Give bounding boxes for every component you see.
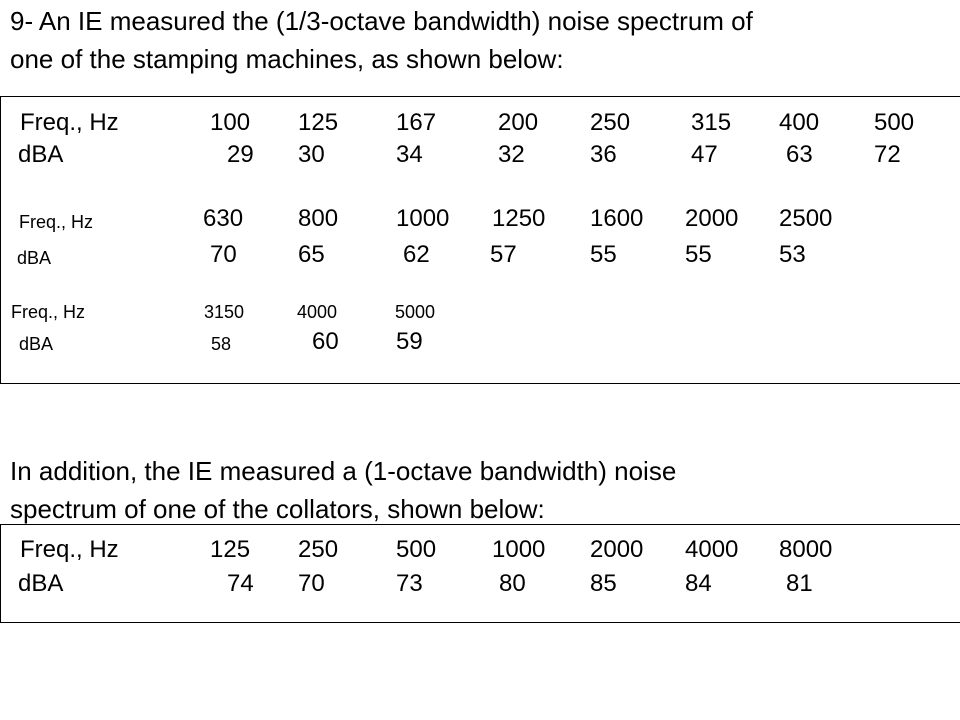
dba-value: 32 [498, 141, 525, 168]
dba-value: 60 [312, 328, 339, 355]
freq-value: 250 [298, 536, 339, 563]
freq-value: 1600 [590, 205, 644, 232]
freq-value: 1250 [492, 205, 546, 232]
freq-value: 5000 [395, 302, 436, 322]
freq-value: 125 [298, 109, 339, 136]
dba-value: 80 [499, 570, 526, 597]
intro-line-2: one of the stamping machines, as shown b… [10, 44, 564, 74]
freq-value: 125 [210, 536, 251, 563]
dba-value: 55 [590, 241, 617, 268]
freq-value: 2000 [685, 205, 739, 232]
freq-value: 3150 [204, 302, 245, 322]
dba-value: 34 [396, 141, 423, 168]
dba-value: 57 [490, 241, 517, 268]
freq-value: 1000 [396, 205, 450, 232]
dba-value: 81 [786, 570, 813, 597]
dba-value: 36 [590, 141, 617, 168]
dba-value: 47 [691, 141, 718, 168]
freq-row-label: Freq., Hz [19, 212, 94, 232]
freq-value: 200 [498, 109, 539, 136]
freq-value: 2000 [590, 536, 644, 563]
dba-value: 29 [227, 141, 254, 168]
dba-row-label: dBA [17, 248, 52, 268]
dba-value: 62 [403, 241, 430, 268]
dba-value: 58 [211, 334, 232, 354]
collator-spectrum-table: Freq., Hz 125 250 500 1000 2000 4000 800… [0, 524, 960, 623]
freq-value: 500 [874, 109, 915, 136]
dba-value: 63 [786, 141, 813, 168]
dba-row-label: dBA [19, 334, 54, 354]
dba-value: 30 [298, 141, 325, 168]
freq-row-label: Freq., Hz [11, 302, 86, 322]
freq-value: 4000 [297, 302, 338, 322]
stamping-spectrum-table: Freq., Hz 100 125 167 200 250 315 400 50… [0, 96, 960, 384]
addition-line-1: In addition, the IE measured a (1-octave… [10, 456, 677, 486]
dba-value: 73 [396, 570, 423, 597]
freq-value: 4000 [685, 536, 739, 563]
dba-value: 55 [685, 241, 712, 268]
freq-value: 630 [203, 205, 244, 232]
freq-value: 400 [779, 109, 820, 136]
freq-value: 250 [590, 109, 631, 136]
dba-value: 53 [779, 241, 806, 268]
dba-value: 84 [685, 570, 712, 597]
dba-value: 70 [298, 570, 325, 597]
dba-value: 70 [210, 241, 237, 268]
addition-line-2: spectrum of one of the collators, shown … [10, 494, 545, 524]
intro-line-1: 9- An IE measured the (1/3-octave bandwi… [10, 6, 753, 36]
dba-value: 85 [590, 570, 617, 597]
freq-value: 800 [298, 205, 339, 232]
freq-value: 100 [210, 109, 251, 136]
freq-row-label: Freq., Hz [20, 536, 119, 563]
freq-value: 315 [691, 109, 732, 136]
freq-value: 2500 [779, 205, 833, 232]
freq-value: 8000 [779, 536, 833, 563]
dba-row-label: dBA [18, 141, 64, 168]
dba-row-label: dBA [18, 570, 64, 597]
freq-value: 1000 [492, 536, 546, 563]
dba-value: 65 [298, 241, 325, 268]
dba-value: 74 [227, 570, 254, 597]
dba-value: 72 [874, 141, 901, 168]
dba-value: 59 [396, 328, 423, 355]
freq-value: 167 [396, 109, 437, 136]
freq-row-label: Freq., Hz [20, 109, 119, 136]
freq-value: 500 [396, 536, 437, 563]
